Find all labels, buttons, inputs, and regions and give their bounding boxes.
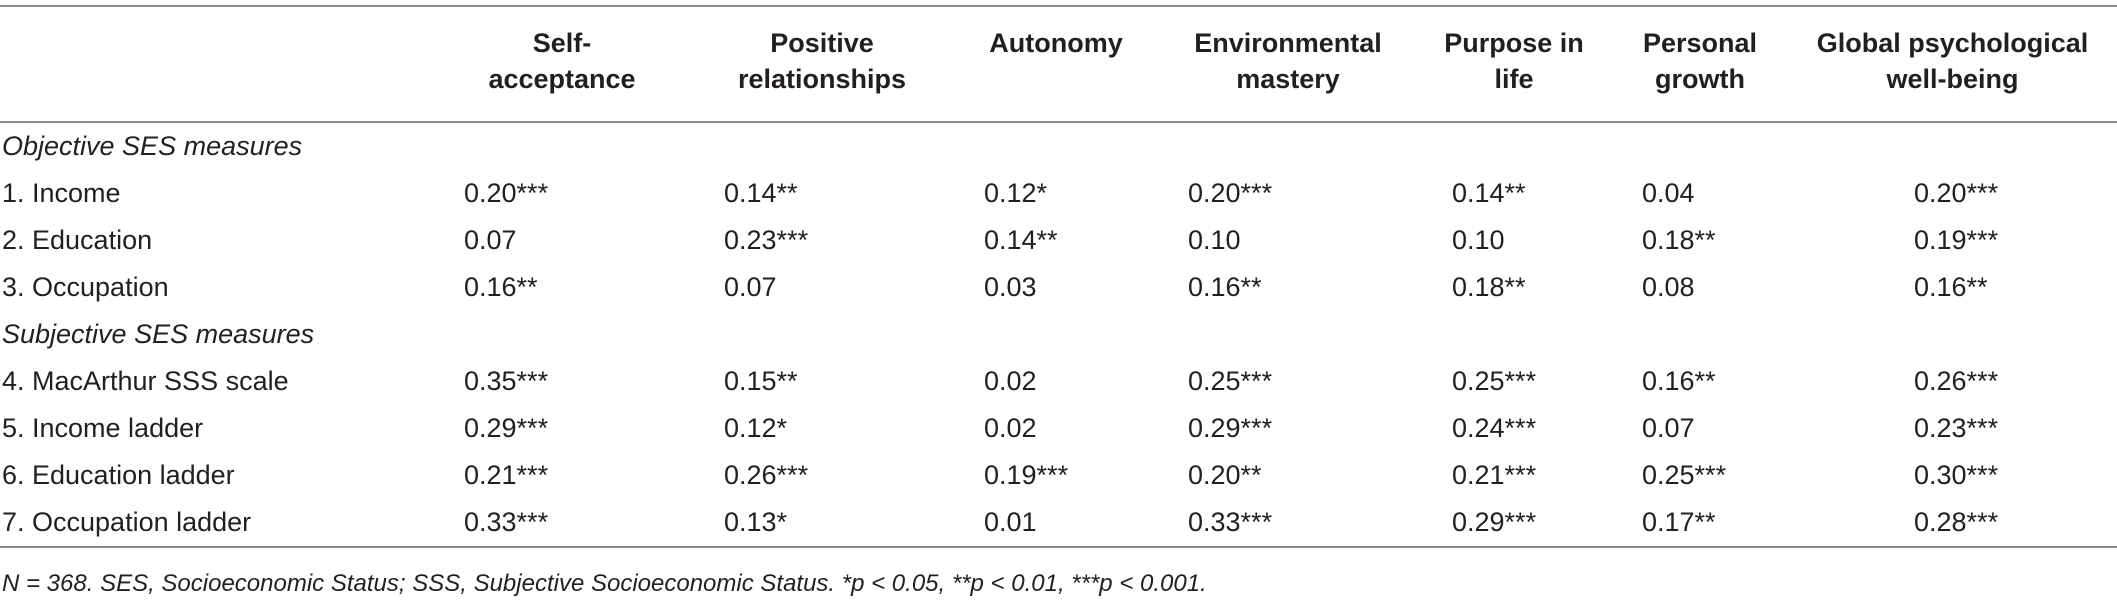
row-label: 1. Income <box>2 178 121 208</box>
table-cell: 0.20*** <box>1188 178 1273 208</box>
table-cell: 0.19*** <box>1914 225 1999 255</box>
table-cell: 0.15** <box>724 366 798 396</box>
row-label: 3. Occupation <box>2 272 169 302</box>
table-cell: 0.10 <box>1188 225 1241 255</box>
table-cell: 0.20** <box>1188 460 1262 490</box>
table-cell: 0.29*** <box>1416 499 1612 548</box>
table-cell: 0.21*** <box>1452 460 1537 490</box>
table-cell: 0.02 <box>984 366 1037 396</box>
table-cell: 0.33*** <box>1160 499 1416 548</box>
row-label: 2. Education <box>2 225 153 255</box>
table-row: 2. Education 0.07 0.23*** 0.14** 0.10 0.10 0.1… <box>0 217 2117 264</box>
table-row: 6. Education ladder 0.21*** 0.26*** 0.19***… <box>0 452 2117 499</box>
table-row: 3. Occupation 0.16** 0.07 0.03 0.16** 0.18** 0… <box>0 264 2117 311</box>
table-cell: 0.03 <box>984 272 1037 302</box>
section-title: Objective SES measures <box>2 131 303 161</box>
table-cell: 0.16** <box>1188 272 1262 302</box>
header-row: Self-acceptance Positive relationships Au… <box>0 5 2117 123</box>
table-cell: 0.02 <box>984 413 1037 443</box>
table-cell: 0.12* <box>984 178 1048 208</box>
table-cell: 0.14** <box>984 225 1058 255</box>
section-row: Subjective SES measures <box>0 311 2117 358</box>
header-environmental-mastery: Environmental mastery <box>1160 5 1416 123</box>
table-row: 7. Occupation ladder 0.33*** 0.13* 0.01 0.33… <box>0 499 2117 548</box>
table-body: Objective SES measures 1. Income 0.20*** 0.… <box>0 122 2117 548</box>
header-positive-relationships: Positive relationships <box>692 5 952 123</box>
header-global-wellbeing: Global psychological well-being <box>1788 5 2117 123</box>
table-row: 1. Income 0.20*** 0.14** 0.12* 0.20*** 0.14**… <box>0 170 2117 217</box>
header-self-acceptance: Self-acceptance <box>432 5 692 123</box>
section-title: Subjective SES measures <box>2 319 315 349</box>
section-row: Objective SES measures <box>0 122 2117 170</box>
row-label: 7. Occupation ladder <box>0 499 432 548</box>
header-personal-growth: Personal growth <box>1612 5 1788 123</box>
table-cell: 0.07 <box>464 225 517 255</box>
header-purpose-in-life: Purpose in life <box>1416 5 1612 123</box>
table-cell: 0.14** <box>724 178 798 208</box>
table-cell: 0.18** <box>1452 272 1526 302</box>
table-cell: 0.20*** <box>464 178 549 208</box>
table-cell: 0.26*** <box>1914 366 1999 396</box>
table-cell: 0.29*** <box>1188 413 1273 443</box>
table-cell: 0.30*** <box>1914 460 1999 490</box>
header-autonomy: Autonomy <box>952 5 1160 123</box>
table-cell: 0.07 <box>724 272 777 302</box>
row-label: 5. Income ladder <box>2 413 204 443</box>
table-cell: 0.33*** <box>432 499 692 548</box>
table-cell: 0.16** <box>464 272 538 302</box>
table-row: 4. MacArthur SSS scale 0.35*** 0.15** 0.02 0… <box>0 358 2117 405</box>
table-cell: 0.23*** <box>1914 413 1999 443</box>
table-cell: 0.20*** <box>1914 178 1999 208</box>
table-cell: 0.12* <box>724 413 788 443</box>
table-cell: 0.07 <box>1642 413 1695 443</box>
table-footnote: N = 368. SES, Socioeconomic Status; SSS,… <box>2 570 1207 597</box>
table-cell: 0.35*** <box>464 366 549 396</box>
table-cell: 0.04 <box>1642 178 1695 208</box>
row-label: 4. MacArthur SSS scale <box>2 366 289 396</box>
table-cell: 0.01 <box>952 499 1160 548</box>
table-row: 5. Income ladder 0.29*** 0.12* 0.02 0.29*** 0… <box>0 405 2117 452</box>
header-blank <box>0 5 432 123</box>
table-cell: 0.19*** <box>984 460 1069 490</box>
table-cell: 0.25*** <box>1642 460 1727 490</box>
table-cell: 0.16** <box>1914 272 1988 302</box>
table-cell: 0.16** <box>1642 366 1716 396</box>
table-cell: 0.26*** <box>724 460 809 490</box>
table-cell: 0.10 <box>1452 225 1505 255</box>
table-cell: 0.29*** <box>464 413 549 443</box>
row-label: 6. Education ladder <box>2 460 235 490</box>
correlation-table: Self-acceptance Positive relationships Au… <box>0 5 2117 548</box>
table-cell: 0.14** <box>1452 178 1526 208</box>
table-cell: 0.17** <box>1612 499 1788 548</box>
table-cell: 0.18** <box>1642 225 1716 255</box>
table-cell: 0.25*** <box>1452 366 1537 396</box>
table-cell: 0.23*** <box>724 225 809 255</box>
table-cell: 0.25*** <box>1188 366 1273 396</box>
table-cell: 0.08 <box>1642 272 1695 302</box>
table-cell: 0.28*** <box>1788 499 2117 548</box>
table-cell: 0.24*** <box>1452 413 1537 443</box>
table-cell: 0.13* <box>692 499 952 548</box>
table-cell: 0.21*** <box>464 460 549 490</box>
